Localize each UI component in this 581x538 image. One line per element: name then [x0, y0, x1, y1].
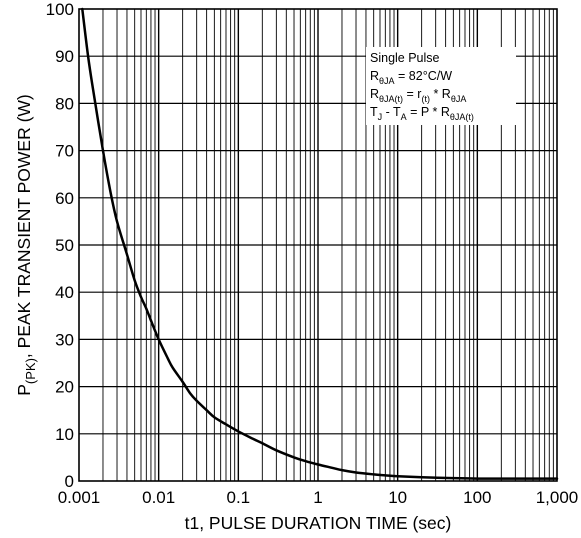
formula-annotation: Single Pulse RθJA = 82°C/W RθJA(t) = r(t) …	[366, 47, 516, 125]
y-tick-label: 60	[55, 189, 74, 208]
series-line	[81, 7, 559, 480]
annotation-background	[366, 47, 516, 125]
grid-lines	[79, 9, 557, 481]
y-tick-label: 30	[55, 330, 74, 349]
y-tick-label: 90	[55, 47, 74, 66]
annotation-line: Single Pulse	[370, 51, 440, 65]
x-tick-labels: 0.001 0.01 0.1 1 10 100 1,000	[58, 488, 579, 507]
y-tick-labels: 0 10 20 30 40 50 60 70 80 90 100	[46, 0, 74, 491]
y-tick-label: 40	[55, 283, 74, 302]
y-tick-label: 100	[46, 0, 74, 19]
annotation-line: TJ - TA = P * RθJA(t)	[370, 105, 474, 122]
y-tick-label: 70	[55, 142, 74, 161]
y-tick-label: 80	[55, 94, 74, 113]
y-tick-label: 10	[55, 425, 74, 444]
x-tick-label: 0.1	[227, 488, 251, 507]
y-axis-title: P(PK), PEAK TRANSIENT POWER (W)	[14, 94, 38, 396]
x-tick-label: 100	[463, 488, 491, 507]
x-tick-label: 10	[388, 488, 407, 507]
plot-frame	[78, 8, 558, 482]
annotation-line: RθJA(t) = r(t) * RθJA	[370, 87, 466, 104]
annotation-line: RθJA = 82°C/W	[370, 69, 452, 86]
y-tick-label: 20	[55, 378, 74, 397]
y-tick-label: 0	[65, 472, 74, 491]
x-tick-label: 0.01	[142, 488, 175, 507]
x-tick-label: 1	[313, 488, 322, 507]
y-tick-label: 50	[55, 236, 74, 255]
x-tick-label: 0.001	[58, 488, 101, 507]
x-axis-title: t1, PULSE DURATION TIME (sec)	[185, 513, 452, 533]
x-tick-label: 1,000	[536, 488, 579, 507]
annotation-text: Single Pulse RθJA = 82°C/W RθJA(t) = r(t) …	[370, 51, 474, 122]
